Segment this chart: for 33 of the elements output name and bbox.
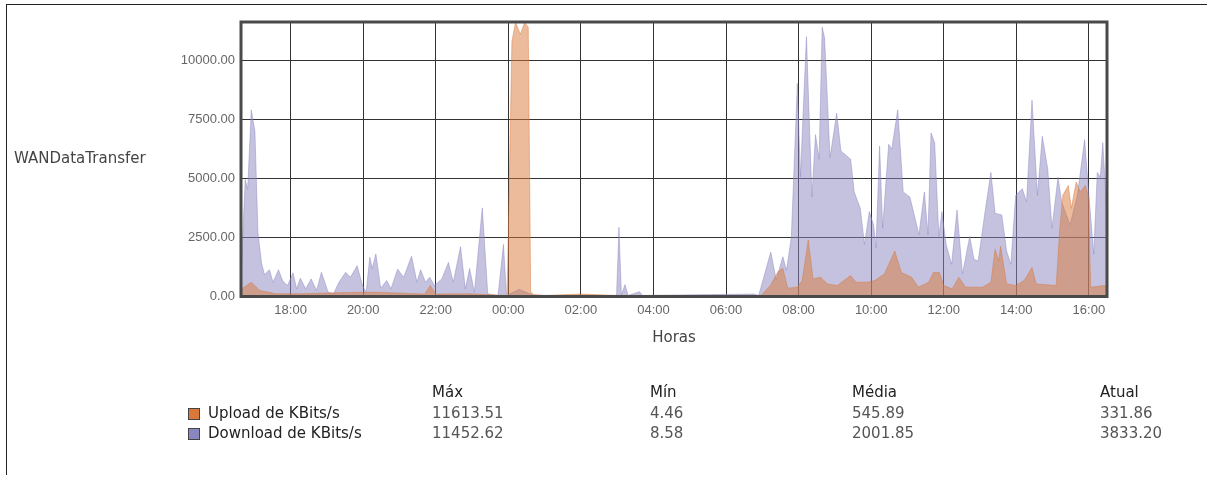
y-tick-label: 7500.00 xyxy=(188,110,235,126)
text: Média xyxy=(852,383,898,401)
x-tick-label: 04:00 xyxy=(637,301,670,317)
x-tick-label: 10:00 xyxy=(854,301,888,317)
text: Máx xyxy=(432,383,464,401)
x-tick-label: 12:00 xyxy=(927,301,960,317)
text: 545.89 xyxy=(852,404,905,422)
y-tick-label: 5000.00 xyxy=(188,169,235,185)
x-tick-label: 08:00 xyxy=(782,301,815,317)
x-axis-title: Horas xyxy=(652,327,696,346)
text: 331.86 xyxy=(1100,404,1153,422)
y-tick-label: 10000.00 xyxy=(180,51,235,67)
x-tick-label: 16:00 xyxy=(1072,301,1106,317)
text: 11613.51 xyxy=(432,404,504,422)
x-tick-label: 22:00 xyxy=(419,301,452,317)
x-tick-label: 02:00 xyxy=(564,301,598,317)
x-tick-label: 00:00 xyxy=(492,301,525,317)
text: 3833.20 xyxy=(1100,424,1163,442)
legend-label: Upload de KBits/s xyxy=(208,404,340,422)
text: 2001.85 xyxy=(852,424,915,442)
y-axis-title: WANDataTransfer xyxy=(14,149,147,168)
legend-label: Download de KBits/s xyxy=(208,424,362,442)
text: Atual xyxy=(1100,383,1139,401)
text: 8.58 xyxy=(650,424,684,442)
x-tick-label: 20:00 xyxy=(346,301,380,317)
x-tick-label: 18:00 xyxy=(274,301,307,317)
text: 4.46 xyxy=(650,404,684,422)
text: 11452.62 xyxy=(432,424,504,442)
x-tick-label: 14:00 xyxy=(1000,301,1033,317)
x-tick-label: 06:00 xyxy=(709,301,743,317)
text: Mín xyxy=(650,383,677,401)
y-tick-label: 2500.00 xyxy=(188,228,235,244)
y-tick-label: 0.00 xyxy=(209,287,235,303)
